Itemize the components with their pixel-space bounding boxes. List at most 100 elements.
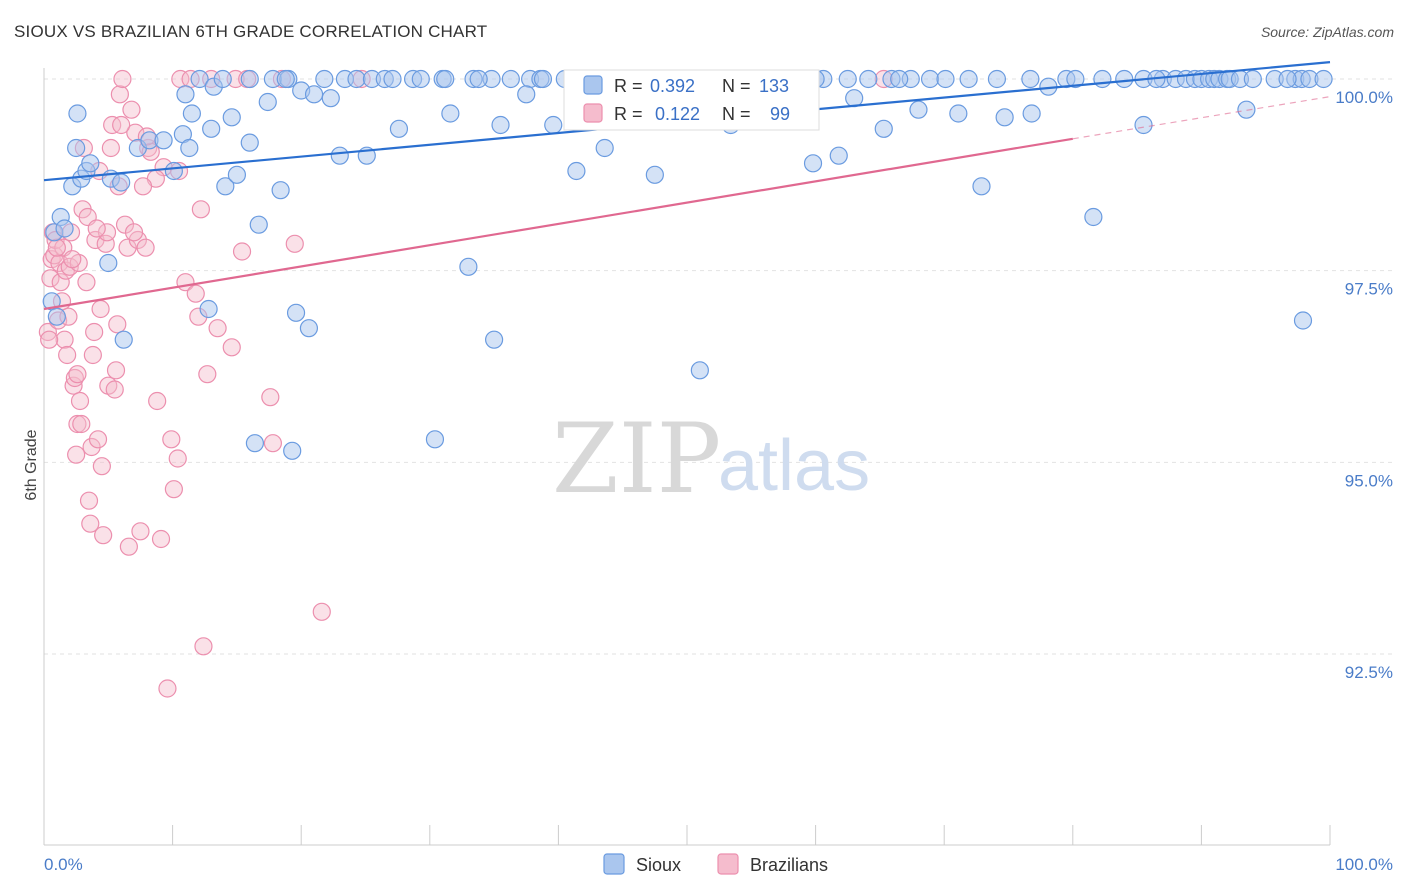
sioux-point <box>949 104 968 123</box>
sioux-point <box>202 119 221 138</box>
sioux-point <box>67 138 86 158</box>
sioux-point <box>283 441 302 460</box>
legend-brazilians-r-value: 0.122 <box>655 104 700 124</box>
sioux-point <box>1243 69 1262 89</box>
brazilians-point <box>108 315 127 334</box>
sioux-point <box>995 108 1014 127</box>
brazilians-point <box>110 85 129 104</box>
bottom-legend-swatch-sioux <box>603 853 625 875</box>
brazilians-point <box>124 223 144 242</box>
x-tick-label: 0.0% <box>44 855 83 874</box>
sioux-point <box>803 154 823 173</box>
x-tick-labels: 0.0% 100.0% <box>44 855 1393 874</box>
brazilians-point <box>162 430 181 449</box>
sioux-point <box>330 146 349 165</box>
sioux-point <box>425 430 445 449</box>
sioux-point <box>411 69 430 89</box>
brazilians-point <box>168 449 187 468</box>
sioux-point <box>485 330 504 349</box>
sioux-point <box>987 69 1007 89</box>
sioux-point <box>112 173 131 192</box>
sioux-point <box>690 361 709 380</box>
brazilians-point <box>158 679 177 698</box>
sioux-point <box>1022 104 1041 123</box>
axes <box>43 68 1331 846</box>
brazilians-point <box>222 338 241 357</box>
brazilians-point <box>118 238 137 257</box>
sioux-point <box>838 69 857 89</box>
sioux-point <box>1293 311 1313 330</box>
sioux-point <box>389 119 409 138</box>
legend-brazilians-r-label: R = <box>614 104 643 124</box>
grid-lines <box>44 78 1392 655</box>
sioux-point <box>1134 115 1153 135</box>
brazilians-point <box>208 319 227 338</box>
brazilians-point <box>113 69 132 89</box>
chart-title: SIOUX VS BRAZILIAN 6TH GRADE CORRELATION… <box>14 22 488 41</box>
brazilians-point <box>191 200 210 219</box>
brazilians-point <box>47 238 66 257</box>
sioux-point <box>315 69 334 89</box>
brazilians-point <box>72 414 91 434</box>
sioux-point <box>68 104 87 123</box>
sioux-point <box>1021 69 1040 89</box>
y-tick-label: 97.5% <box>1345 280 1393 299</box>
sioux-point <box>347 69 366 89</box>
sioux-point <box>47 307 66 326</box>
sioux-point <box>1115 69 1134 89</box>
sioux-point <box>245 434 265 453</box>
y-tick-label: 100.0% <box>1335 88 1393 107</box>
brazilians-point <box>96 234 115 253</box>
y-axis-title: 6th Grade <box>23 429 40 500</box>
sioux-point <box>321 89 340 108</box>
sioux-point <box>276 69 295 89</box>
sioux-point <box>240 133 259 152</box>
brazilians-trend-line <box>43 137 1073 311</box>
sioux-point <box>286 303 306 322</box>
legend-sioux-n-label: N = <box>722 76 751 96</box>
sioux-point <box>1237 100 1256 119</box>
brazilians-point <box>77 273 96 292</box>
sioux-point <box>491 115 510 135</box>
brazilians-point <box>88 430 108 449</box>
bottom-legend: Sioux Brazilians <box>603 853 828 875</box>
sioux-point <box>441 104 460 123</box>
sioux-point <box>459 257 478 276</box>
watermark-atlas: atlas <box>718 426 870 506</box>
brazilians-point <box>136 238 155 257</box>
sioux-point <box>829 146 848 165</box>
brazilians-trend-extension <box>1072 96 1331 140</box>
sioux-point <box>544 115 563 135</box>
legend-sioux-r-label: R = <box>614 76 643 96</box>
sioux-point <box>176 85 195 104</box>
brazilians-point <box>133 177 153 196</box>
sioux-point <box>909 100 928 119</box>
sioux-point <box>99 253 118 273</box>
brazilians-point <box>79 491 99 510</box>
brazilians-point <box>119 537 138 556</box>
brazilians-point <box>70 391 90 411</box>
legend-sioux-r-value: 0.392 <box>650 76 695 96</box>
sioux-point <box>271 181 290 200</box>
legend-frame <box>563 69 820 131</box>
sioux-point <box>199 299 218 319</box>
sioux-point <box>222 108 241 127</box>
brazilians-point <box>131 522 150 541</box>
sioux-point <box>533 69 553 89</box>
sioux-point <box>1084 207 1103 227</box>
legend-swatch-sioux <box>583 75 603 95</box>
brazilians-points <box>38 69 893 698</box>
brazilians-point <box>92 457 111 476</box>
sioux-point <box>936 69 955 89</box>
legend-swatch-brazilians <box>583 103 603 123</box>
brazilians-point <box>51 273 70 292</box>
brazilians-point <box>194 637 213 656</box>
sioux-point <box>81 154 100 173</box>
sioux-point <box>164 161 183 181</box>
brazilians-point <box>64 376 83 395</box>
sioux-point <box>874 119 893 138</box>
brazilians-point <box>164 480 183 499</box>
sioux-point <box>436 69 455 89</box>
source-label: Source: ZipAtlas.com <box>1260 24 1394 40</box>
